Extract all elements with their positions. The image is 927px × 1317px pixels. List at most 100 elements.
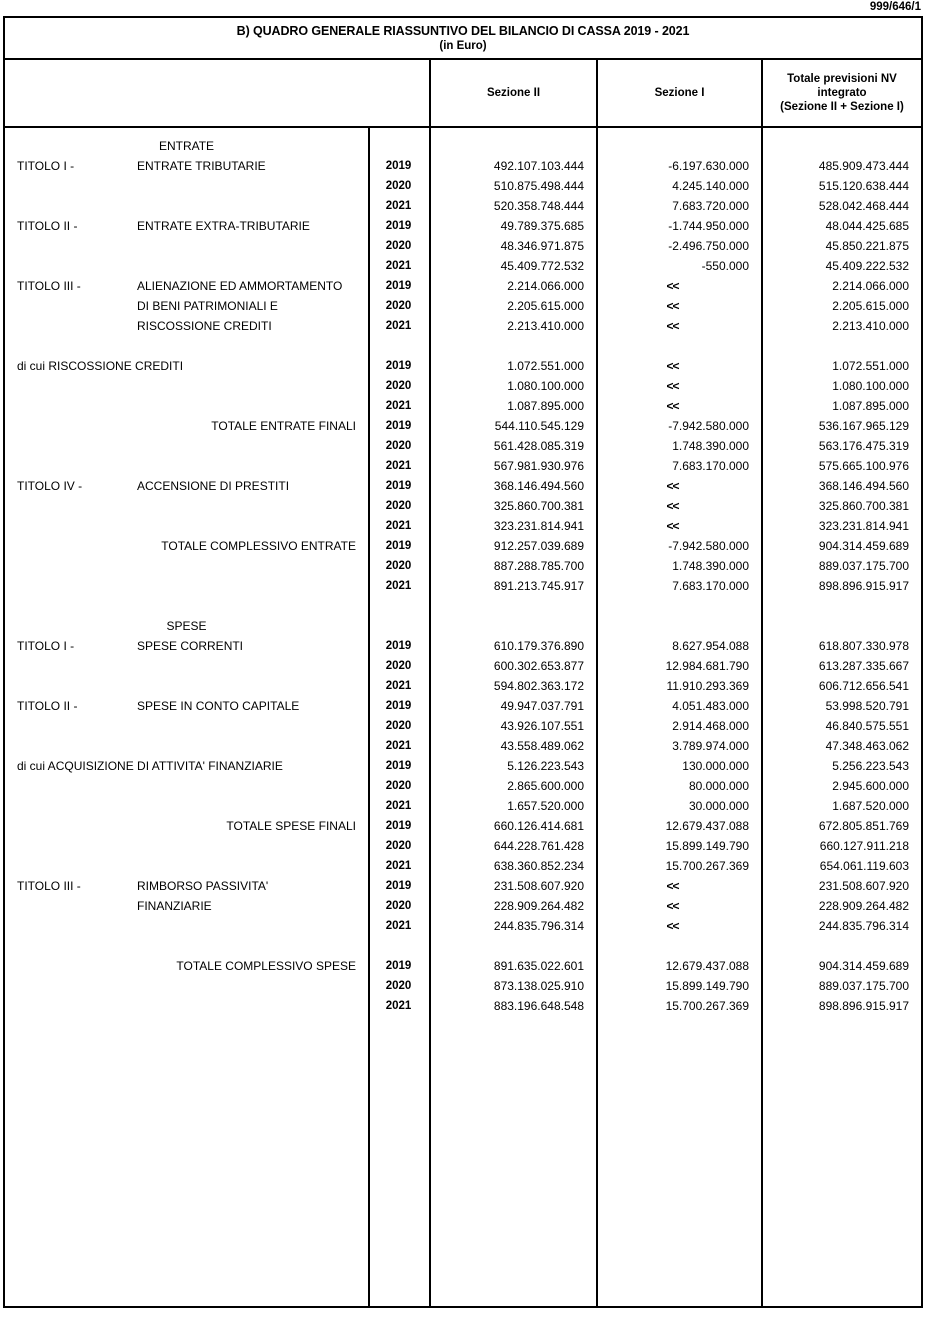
- value-sezione-ii: 520.358.748.444: [493, 199, 584, 213]
- value-sezione-i: 8.627.954.088: [672, 639, 749, 653]
- value-sezione-ii: 49.947.037.791: [500, 699, 584, 713]
- value-totale: 654.061.119.603: [819, 859, 909, 873]
- value-totale: 2.205.615.000: [832, 299, 909, 313]
- row-year: 2021: [385, 680, 412, 692]
- row-year: 2019: [385, 960, 412, 972]
- column-header-label: [5, 60, 429, 126]
- value-sezione-ii: 43.558.489.062: [500, 739, 584, 753]
- value-totale: 45.850.221.875: [825, 239, 909, 253]
- value-totale: 672.805.851.769: [818, 819, 909, 833]
- value-sezione-ii: 544.110.545.129: [494, 419, 584, 433]
- value-sezione-ii: 600.302.653.877: [493, 659, 584, 673]
- table-row: 2021 43.558.489.062 3.789.974.000 47.348.46…: [5, 736, 921, 756]
- value-sezione-i: <<: [666, 919, 679, 933]
- row-year: 2020: [385, 380, 412, 392]
- value-totale: 904.314.459.689: [818, 539, 909, 553]
- value-sezione-i: -2.496.750.000: [668, 239, 749, 253]
- table-row: TITOLO II - ENTRATE EXTRA-TRIBUTARIE 2019 4…: [5, 216, 921, 236]
- row-year: 2020: [385, 980, 412, 992]
- row-year: 2021: [385, 1000, 412, 1012]
- value-sezione-ii: 492.107.103.444: [493, 159, 584, 173]
- value-sezione-i: 15.700.267.369: [665, 999, 749, 1013]
- table-row: 2021 520.358.748.444 7.683.720.000 528.042.…: [5, 196, 921, 216]
- value-sezione-i: 4.051.483.000: [672, 699, 749, 713]
- value-sezione-i: 2.914.468.000: [672, 719, 749, 733]
- row-year: 2021: [385, 200, 412, 212]
- table-row: 2021 323.231.814.941 << 323.231.814.941: [5, 516, 921, 536]
- value-sezione-ii: 5.126.223.543: [507, 759, 584, 773]
- column-divider-sezione-i: [596, 128, 598, 1306]
- value-sezione-ii: 610.179.376.890: [493, 639, 584, 653]
- value-sezione-ii: 567.981.930.976: [493, 459, 584, 473]
- table-row: TITOLO III - ALIENAZIONE ED AMMORTAMENTO 2…: [5, 276, 921, 296]
- table-row: 2021 594.802.363.172 11.910.293.369 606.712…: [5, 676, 921, 696]
- value-sezione-ii: 887.288.785.700: [493, 559, 584, 573]
- table-row: 2020 600.302.653.877 12.984.681.790 613.287…: [5, 656, 921, 676]
- value-sezione-i: <<: [666, 499, 679, 513]
- section-heading-row: ENTRATE: [5, 136, 921, 156]
- value-totale: 618.807.330.978: [818, 639, 909, 653]
- value-sezione-i: -7.942.580.000: [668, 539, 749, 553]
- value-totale: 898.896.915.917: [818, 999, 909, 1013]
- value-sezione-ii: 45.409.772.532: [500, 259, 584, 273]
- value-totale: 231.508.607.920: [818, 879, 909, 893]
- value-totale: 528.042.468.444: [818, 199, 909, 213]
- row-year: 2021: [385, 260, 412, 272]
- column-header-totale-line3: (Sezione II + Sezione I): [780, 101, 904, 113]
- table-row: FINANZIARIE 2020 228.909.264.482 << 228.909.…: [5, 896, 921, 916]
- value-sezione-ii: 49.789.375.685: [500, 219, 584, 233]
- section-heading: ENTRATE: [158, 139, 215, 153]
- value-sezione-i: 11.910.293.369: [666, 679, 749, 693]
- table-row: 2021 638.360.852.234 15.700.267.369 654.061…: [5, 856, 921, 876]
- value-sezione-i: <<: [666, 479, 679, 493]
- row-description: ALIENAZIONE ED AMMORTAMENTO: [137, 279, 343, 293]
- row-year: 2021: [385, 320, 412, 332]
- table-row: RISCOSSIONE CREDITI 2021 2.213.410.000 << 2.…: [5, 316, 921, 336]
- row-description: FINANZIARIE: [137, 899, 212, 913]
- row-titolo-label: TITOLO III -: [17, 879, 81, 893]
- row-description-dicui: di cui RISCOSSIONE CREDITI: [17, 359, 184, 373]
- value-totale: 1.080.100.000: [832, 379, 909, 393]
- row-description-total: TOTALE COMPLESSIVO SPESE: [176, 959, 356, 973]
- column-header-totale: Totale previsioni NV integrato (Sezione …: [761, 60, 921, 126]
- value-sezione-i: 1.748.390.000: [672, 559, 749, 573]
- value-totale: 904.314.459.689: [818, 959, 909, 973]
- value-totale: 606.712.656.541: [818, 679, 909, 693]
- row-year: 2020: [385, 840, 412, 852]
- value-totale: 1.087.895.000: [832, 399, 909, 413]
- table-row: 2021 1.657.520.000 30.000.000 1.687.520.000: [5, 796, 921, 816]
- row-year: 2021: [385, 580, 412, 592]
- value-sezione-i: 30.000.000: [688, 799, 749, 813]
- value-sezione-i: 130.000.000: [682, 759, 749, 773]
- row-year: 2019: [385, 540, 412, 552]
- value-totale: 536.167.965.129: [818, 419, 909, 433]
- value-sezione-i: -1.744.950.000: [668, 219, 749, 233]
- value-totale: 660.127.911.218: [819, 839, 909, 853]
- value-totale: 228.909.264.482: [818, 899, 909, 913]
- table-row: TOTALE COMPLESSIVO ENTRATE 2019 912.257.03…: [5, 536, 921, 556]
- row-year: 2019: [385, 360, 412, 372]
- value-sezione-ii: 1.072.551.000: [507, 359, 584, 373]
- value-totale: 898.896.915.917: [818, 579, 909, 593]
- table-row: 2020 561.428.085.319 1.748.390.000 563.176.…: [5, 436, 921, 456]
- value-sezione-ii: 510.875.498.444: [493, 179, 584, 193]
- value-sezione-i: <<: [666, 399, 679, 413]
- row-year: 2020: [385, 500, 412, 512]
- value-sezione-ii: 2.214.066.000: [507, 279, 584, 293]
- column-divider-totale: [761, 128, 763, 1306]
- table-row: 2021 883.196.648.548 15.700.267.369 898.896…: [5, 996, 921, 1016]
- row-year: 2021: [385, 740, 412, 752]
- value-sezione-ii: 325.860.700.381: [493, 499, 584, 513]
- table-row: 2020 873.138.025.910 15.899.149.790 889.037…: [5, 976, 921, 996]
- value-sezione-i: 3.789.974.000: [672, 739, 749, 753]
- row-year: 2019: [385, 420, 412, 432]
- value-sezione-i: 15.899.149.790: [665, 839, 749, 853]
- value-totale: 2.945.600.000: [832, 779, 909, 793]
- value-sezione-ii: 368.146.494.560: [493, 479, 584, 493]
- table-row: TITOLO II - SPESE IN CONTO CAPITALE 2019 49…: [5, 696, 921, 716]
- column-header-totale-line2: integrato: [817, 87, 867, 99]
- row-year: 2021: [385, 860, 412, 872]
- row-year: 2020: [385, 900, 412, 912]
- value-totale: 575.665.100.976: [818, 459, 909, 473]
- row-year: 2021: [385, 400, 412, 412]
